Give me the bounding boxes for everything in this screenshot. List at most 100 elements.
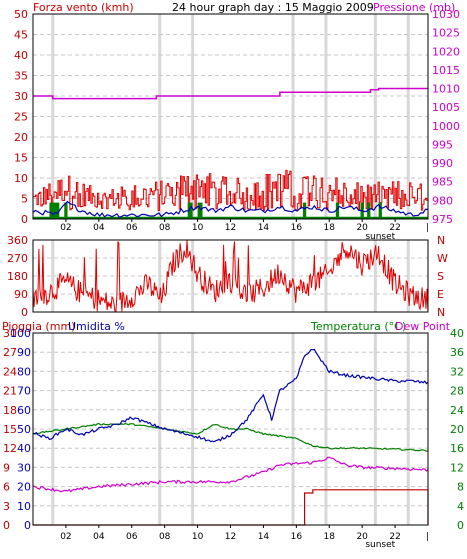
direction-axis-tick: 270 [7, 252, 28, 265]
dewpoint-header-label: Dew Point [395, 320, 451, 333]
temperature-series [33, 422, 428, 452]
hour-label: 14 [258, 223, 270, 233]
hour-label: 06 [126, 532, 138, 542]
temperature-axis-tick: 36 [450, 346, 464, 359]
compass-letter: S [437, 270, 444, 283]
wind-axis-tick: 0 [21, 213, 28, 226]
direction-panel-band [373, 240, 377, 312]
hour-label: 04 [93, 223, 105, 233]
wind-calm-bar [197, 202, 203, 219]
wind-panel-band [324, 14, 328, 219]
temperature-axis-tick: 28 [450, 385, 464, 398]
pressure-axis-tick: 995 [432, 138, 453, 151]
humidity-axis-tick: 40 [17, 442, 31, 455]
direction-axis-tick: 0 [21, 306, 28, 319]
wind-axis-tick: 40 [14, 49, 28, 62]
humidity-axis-tick: 100 [10, 327, 31, 340]
hour-label: 04 [93, 532, 105, 542]
compass-letter: N [437, 306, 445, 319]
rain-header-label: Pioggia (mm) [2, 320, 75, 333]
chart-layer: 5045403530252015105010301025102010151010… [3, 8, 464, 550]
pressure-axis-tick: 1025 [432, 27, 460, 40]
humidity-axis-tick: 20 [17, 481, 31, 494]
hour-label: 16 [291, 223, 303, 233]
pressure-axis-tick: 1020 [432, 45, 460, 58]
climate-panel-band [406, 333, 410, 525]
humidity-axis-tick: 90 [17, 346, 31, 359]
wind-axis-tick: 50 [14, 8, 28, 21]
wind-axis-tick: 30 [14, 90, 28, 103]
compass-letter: W [437, 252, 448, 265]
hour-label: 20 [356, 223, 368, 233]
hour-label: 18 [324, 223, 336, 233]
x-end-mark: | [426, 223, 429, 233]
direction-panel-band [51, 240, 55, 312]
humidity-axis-tick: 30 [17, 461, 31, 474]
pressure-axis-tick: 1010 [432, 83, 460, 96]
climate-panel-band [191, 333, 195, 525]
hour-label: 12 [225, 532, 236, 542]
wind-axis-tick: 15 [14, 152, 28, 165]
humidity-header-label: Umidita % [68, 320, 125, 333]
rain-axis-tick: 24 [3, 365, 17, 378]
hour-label: 12 [225, 223, 236, 233]
wind-calm-bar [302, 202, 307, 219]
hour-label: 08 [159, 532, 171, 542]
rain-axis-tick: 6 [3, 481, 10, 494]
wind-panel-band [373, 14, 377, 219]
hour-label: 10 [192, 532, 204, 542]
wind-axis-tick: 10 [14, 172, 28, 185]
wind-panel-band [51, 14, 55, 219]
direction-panel-band [324, 240, 328, 312]
hour-label: 18 [324, 532, 336, 542]
wind-calm-bar [64, 202, 68, 219]
wind-calm-bar [367, 202, 371, 219]
wind-axis-tick: 20 [14, 131, 28, 144]
wind-header-label: Forza vento (kmh) [33, 1, 134, 14]
pressure-axis-tick: 985 [432, 176, 453, 189]
rain-axis-tick: 21 [3, 385, 17, 398]
wind-average-series [32, 200, 429, 218]
rain-axis-tick: 0 [3, 519, 10, 532]
wind-calm-bar [335, 202, 340, 219]
direction-panel-band [191, 240, 195, 312]
pressure-axis-tick: 1000 [432, 120, 460, 133]
rain-axis-tick: 27 [3, 346, 17, 359]
humidity-series [32, 348, 429, 443]
direction-panel-frame [32, 239, 429, 313]
rain-axis-tick: 15 [3, 423, 17, 436]
hour-label: 14 [258, 532, 270, 542]
temperature-axis-tick: 8 [457, 481, 464, 494]
sunset-label: sunset [365, 232, 395, 242]
wind-calm-bar [378, 202, 382, 219]
wind-calm-bar [187, 202, 193, 219]
wind-panel-band [406, 14, 410, 219]
climate-panel-band [324, 333, 328, 525]
direction-axis-tick: 180 [7, 270, 28, 283]
temperature-axis-tick: 20 [450, 423, 464, 436]
hour-label: 02 [60, 223, 71, 233]
x-end-mark: | [426, 532, 429, 542]
humidity-axis-tick: 80 [17, 365, 31, 378]
hour-label: 20 [356, 532, 368, 542]
hour-label: 08 [159, 223, 171, 233]
temperature-axis-tick: 32 [450, 365, 464, 378]
rain-axis-tick: 18 [3, 404, 17, 417]
humidity-axis-tick: 50 [17, 423, 31, 436]
pressure-header-label: Pressione (mb) [373, 1, 455, 14]
temperature-header-label: Temperatura (°C) [310, 320, 406, 333]
hour-label: 02 [60, 532, 71, 542]
humidity-axis-tick: 60 [17, 404, 31, 417]
wind-calm-bar [49, 202, 60, 219]
chart-title: 24 hour graph day : 15 Maggio 2009 [172, 1, 374, 14]
wind-axis-tick: 35 [14, 70, 28, 83]
pressure-line [33, 87, 428, 100]
hour-label: 22 [389, 223, 400, 233]
climate-panel-band [373, 333, 377, 525]
wind-panel-band [191, 14, 195, 219]
hour-label: 16 [291, 532, 303, 542]
pressure-axis-tick: 1015 [432, 64, 460, 77]
pressure-axis-tick: 980 [432, 194, 453, 207]
